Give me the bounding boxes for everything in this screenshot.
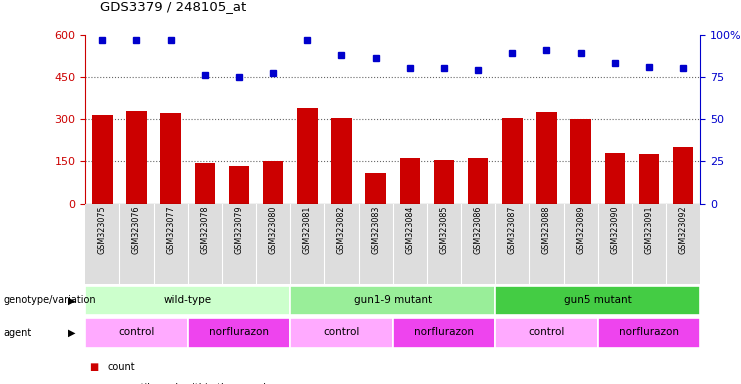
Text: GSM323086: GSM323086 — [473, 205, 482, 253]
Bar — [502, 118, 522, 204]
Bar — [331, 118, 352, 204]
Text: GSM323087: GSM323087 — [508, 205, 516, 254]
Text: GSM323090: GSM323090 — [611, 205, 619, 254]
Bar — [598, 318, 700, 348]
Bar — [571, 119, 591, 204]
Bar — [393, 318, 495, 348]
Text: GSM323082: GSM323082 — [337, 205, 346, 254]
Text: norflurazon: norflurazon — [209, 328, 269, 338]
Text: GSM323075: GSM323075 — [98, 205, 107, 254]
Text: genotype/variation: genotype/variation — [4, 295, 96, 306]
Text: GDS3379 / 248105_at: GDS3379 / 248105_at — [100, 0, 246, 13]
Bar — [85, 318, 187, 348]
Text: GSM323083: GSM323083 — [371, 205, 380, 253]
Text: count: count — [107, 362, 135, 372]
Bar — [290, 318, 393, 348]
Bar — [187, 318, 290, 348]
Bar — [495, 318, 598, 348]
Text: GSM323088: GSM323088 — [542, 205, 551, 253]
Text: gun5 mutant: gun5 mutant — [564, 295, 631, 305]
Text: ▶: ▶ — [68, 328, 76, 338]
Text: GSM323081: GSM323081 — [303, 205, 312, 253]
Text: percentile rank within the sample: percentile rank within the sample — [107, 383, 273, 384]
Bar — [605, 153, 625, 204]
Text: GSM323076: GSM323076 — [132, 205, 141, 254]
Text: GSM323079: GSM323079 — [234, 205, 244, 254]
Bar — [399, 159, 420, 204]
Text: GSM323092: GSM323092 — [679, 205, 688, 254]
Bar — [433, 160, 454, 204]
Text: agent: agent — [4, 328, 32, 338]
Bar — [160, 113, 181, 204]
Text: GSM323084: GSM323084 — [405, 205, 414, 253]
Text: norflurazon: norflurazon — [619, 328, 679, 338]
Bar — [536, 112, 556, 204]
Text: wild-type: wild-type — [164, 295, 212, 305]
Bar — [365, 172, 386, 204]
Bar — [495, 286, 700, 315]
Bar — [290, 286, 495, 315]
Text: ▶: ▶ — [68, 295, 76, 306]
Text: GSM323078: GSM323078 — [200, 205, 209, 254]
Bar — [297, 108, 318, 204]
Text: norflurazon: norflurazon — [414, 328, 474, 338]
Bar — [263, 161, 283, 204]
Bar — [673, 147, 694, 204]
Bar — [92, 115, 113, 204]
Text: gun1-9 mutant: gun1-9 mutant — [353, 295, 432, 305]
Bar — [85, 286, 290, 315]
Text: ■: ■ — [89, 362, 98, 372]
Text: GSM323077: GSM323077 — [166, 205, 175, 254]
Text: GSM323091: GSM323091 — [645, 205, 654, 254]
Bar — [126, 111, 147, 204]
Text: control: control — [119, 328, 155, 338]
Bar — [639, 154, 659, 204]
Text: GSM323080: GSM323080 — [269, 205, 278, 253]
Text: GSM323089: GSM323089 — [576, 205, 585, 254]
Text: GSM323085: GSM323085 — [439, 205, 448, 254]
Bar — [468, 159, 488, 204]
Text: control: control — [528, 328, 565, 338]
Text: ■: ■ — [89, 383, 98, 384]
Text: control: control — [323, 328, 359, 338]
Bar — [195, 163, 215, 204]
Bar — [229, 166, 249, 204]
